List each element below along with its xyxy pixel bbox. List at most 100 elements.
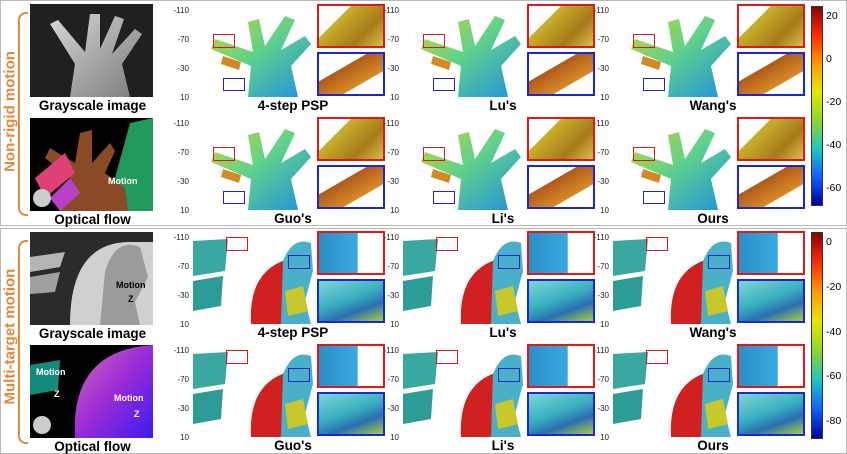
y-tick: -30 (177, 64, 189, 73)
grayscale-hand-image (30, 4, 153, 97)
blue-selection-box (288, 368, 310, 382)
y-tick: 10 (600, 320, 609, 329)
y-tick: -110 (593, 119, 609, 128)
plot-2 (613, 231, 733, 324)
y-tick: -70 (177, 375, 189, 384)
y-tick: -30 (387, 64, 399, 73)
y-tick: -70 (597, 35, 609, 44)
y-tick: -70 (597, 375, 609, 384)
y-tick: -110 (383, 233, 399, 242)
y-tick: 10 (390, 320, 399, 329)
plot-4 (403, 344, 523, 437)
flow-motion-right-label: Motion (114, 393, 144, 403)
red-zoom-inset (317, 117, 385, 161)
caption-optical-flow-top: Optical flow (54, 212, 131, 227)
blue-zoom-inset (317, 392, 385, 436)
flow-z-left-label: Z (54, 389, 60, 399)
plot-3 (193, 117, 313, 210)
red-zoom-inset (317, 231, 385, 275)
red-zoom-inset (527, 344, 595, 388)
y-tick: 10 (600, 206, 609, 215)
colorbar-tick-label: -20 (826, 96, 842, 108)
blue-zoom-inset (527, 52, 595, 96)
caption-guo-s: Guo's (274, 438, 312, 453)
multi-target-brace (18, 240, 28, 444)
caption-ours: Ours (697, 438, 729, 453)
caption-grayscale-bottom: Grayscale image (38, 326, 147, 341)
caption-guo-s: Guo's (274, 211, 312, 226)
multi-target-label: Multi-target motion (1, 268, 19, 405)
colorbar-tick-label: -60 (826, 370, 842, 383)
y-tick: -30 (387, 291, 399, 300)
gray-motion-label: Motion (116, 280, 146, 290)
colorbar-tick-label: 0 (826, 53, 832, 65)
y-tick: -30 (597, 64, 609, 73)
y-tick: -110 (383, 119, 399, 128)
caption-grayscale-top: Grayscale image (38, 98, 147, 113)
colorbar-tick-label: -20 (826, 280, 842, 293)
y-tick: -110 (383, 346, 399, 355)
colorbar-tick-label: -80 (826, 415, 842, 427)
blue-selection-box (498, 368, 520, 382)
red-zoom-inset (737, 344, 805, 388)
colorbar-tick-label: 0 (826, 236, 832, 248)
caption-ours: Ours (697, 211, 729, 226)
red-selection-box (436, 350, 458, 364)
blue-zoom-inset (737, 279, 805, 323)
y-tick: -70 (177, 35, 189, 44)
non-rigid-label: Non-rigid motion (1, 51, 19, 172)
red-selection-box (423, 147, 445, 161)
red-zoom-inset (527, 4, 595, 48)
y-tick: 10 (180, 433, 189, 442)
plot-2 (613, 4, 733, 97)
blue-zoom-inset (317, 165, 385, 209)
colorbar-tick-label: -60 (826, 182, 842, 194)
y-tick: -70 (387, 262, 399, 271)
y-tick: -30 (177, 404, 189, 413)
plot-1 (403, 4, 523, 97)
blue-selection-box (708, 368, 730, 382)
y-tick: -70 (387, 375, 399, 384)
y-tick: -70 (387, 148, 399, 157)
blue-zoom-inset (527, 392, 595, 436)
blue-selection-box (288, 255, 310, 269)
y-tick: -30 (597, 177, 609, 186)
optical-flow-statue-image: Motion Z Motion Z (30, 345, 153, 438)
y-tick: -110 (173, 233, 189, 242)
plot-5 (613, 344, 733, 437)
optical-flow-hand-image: Motion (30, 118, 153, 211)
blue-selection-box (498, 255, 520, 269)
y-tick: -110 (173, 6, 189, 15)
blue-zoom-inset (317, 279, 385, 323)
red-zoom-inset (737, 4, 805, 48)
caption-lu-s: Lu's (489, 325, 517, 340)
blue-zoom-inset (737, 52, 805, 96)
y-tick: -70 (387, 35, 399, 44)
red-selection-box (213, 34, 235, 48)
plot-4 (403, 117, 523, 210)
y-tick: -30 (177, 177, 189, 186)
blue-zoom-inset (737, 165, 805, 209)
y-tick: -70 (597, 148, 609, 157)
red-zoom-inset (527, 231, 595, 275)
y-tick: 10 (180, 320, 189, 329)
y-tick: -110 (593, 346, 609, 355)
caption-4-step-psp: 4-step PSP (257, 98, 329, 113)
red-selection-box (646, 350, 668, 364)
blue-selection-box (223, 78, 245, 91)
flow-motion-label: Motion (108, 176, 138, 186)
y-tick: -30 (597, 404, 609, 413)
red-selection-box (226, 350, 248, 364)
red-zoom-inset (737, 117, 805, 161)
y-tick: -110 (593, 233, 609, 242)
caption-wang-s: Wang's (689, 325, 737, 340)
colorbar-tick-label: -40 (826, 139, 842, 151)
plot-0 (193, 231, 313, 324)
blue-selection-box (433, 191, 455, 204)
blue-selection-box (643, 191, 665, 204)
blue-zoom-inset (737, 392, 805, 436)
grayscale-statue-image: Motion Z (30, 232, 153, 325)
red-zoom-inset (317, 4, 385, 48)
flow-z-right-label: Z (134, 409, 140, 419)
